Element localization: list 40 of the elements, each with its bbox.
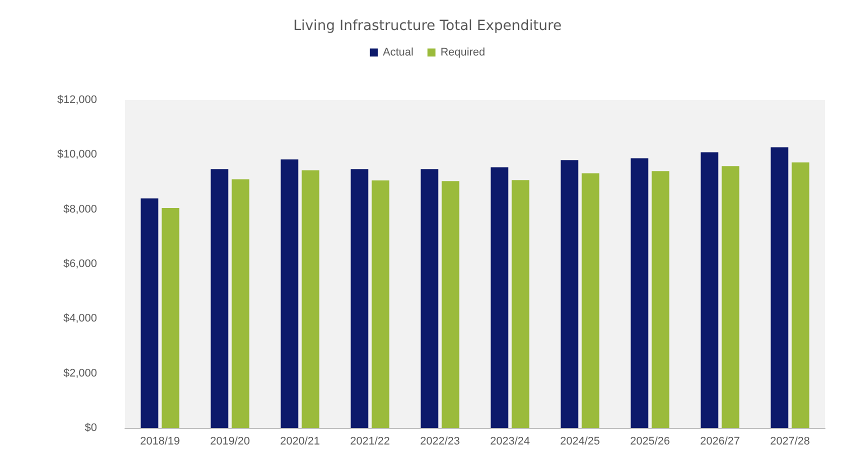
y-tick-label: $10,000: [57, 148, 97, 161]
y-tick-label: $0: [84, 422, 97, 434]
bar: [162, 208, 180, 428]
bar: [210, 169, 228, 428]
y-tick-label: $12,000: [57, 94, 97, 106]
x-tick-label: 2019/20: [210, 436, 250, 448]
x-tick-label: 2021/22: [350, 436, 390, 448]
bar: [372, 180, 390, 428]
y-tick-label: $8,000: [63, 203, 97, 216]
bar: [630, 158, 648, 428]
x-tick-label: 2027/28: [770, 436, 810, 448]
bar: [442, 181, 460, 428]
x-tick-label: 2026/27: [700, 436, 740, 448]
chart-title: Living Infrastructure Total Expenditure: [293, 18, 562, 34]
bar: [792, 162, 810, 428]
bar: [722, 166, 740, 428]
x-tick-label: 2024/25: [560, 436, 600, 448]
x-tick-label: 2018/19: [140, 436, 180, 448]
legend-label: Actual: [382, 46, 414, 58]
bar: [582, 173, 600, 428]
x-tick-label: 2022/23: [420, 436, 460, 448]
bar: [512, 180, 530, 428]
bar: [350, 169, 368, 428]
y-tick-label: $6,000: [63, 258, 97, 270]
y-tick-label: $2,000: [63, 367, 97, 380]
x-tick-label: 2020/21: [280, 436, 320, 448]
bar: [770, 147, 788, 428]
bar: [232, 179, 250, 428]
y-tick-label: $4,000: [63, 312, 97, 325]
bar: [652, 171, 670, 428]
bar: [140, 198, 158, 428]
bar: [420, 169, 438, 428]
bar: [490, 167, 508, 428]
x-tick-label: 2025/26: [630, 436, 670, 448]
bar: [302, 170, 320, 428]
x-tick-label: 2023/24: [490, 436, 530, 448]
legend-label: Required: [440, 46, 486, 58]
bar: [280, 159, 298, 428]
bar: [560, 160, 578, 428]
bar: [700, 152, 718, 428]
